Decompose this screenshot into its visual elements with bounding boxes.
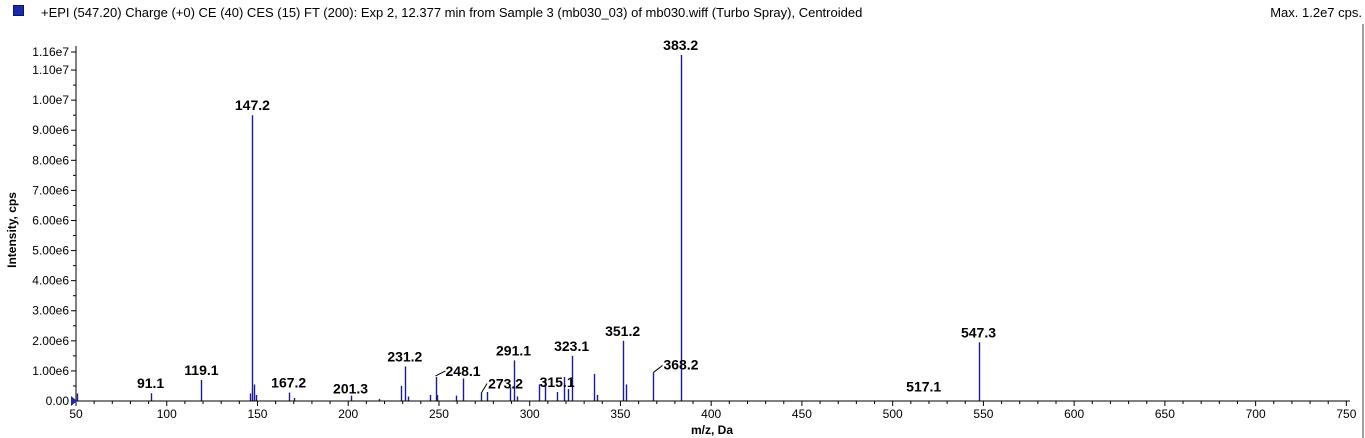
peak-label: 273.2 — [488, 375, 523, 391]
peak-label: 119.1 — [184, 362, 218, 378]
x-tick-label: 550 — [973, 407, 993, 421]
peak-label-leader — [435, 370, 446, 377]
y-tick-label: 1.16e7 — [32, 45, 69, 59]
peak-label: 517.1 — [906, 378, 941, 394]
peak-label: 91.1 — [137, 375, 164, 391]
peak-label: 547.3 — [961, 324, 996, 340]
x-tick-label: 50 — [69, 407, 83, 421]
y-tick-label: 0.00 — [46, 394, 70, 408]
x-tick-label: 450 — [792, 407, 812, 421]
x-tick-label: 750 — [1336, 407, 1356, 421]
x-tick-label: 250 — [429, 407, 449, 421]
y-tick-label: 6.00e6 — [32, 213, 69, 227]
peak-label: 291.1 — [496, 342, 531, 358]
peak-label: 201.3 — [333, 381, 368, 397]
y-tick-label: 1.10e7 — [32, 63, 69, 77]
peak-label: 248.1 — [446, 363, 481, 379]
series-legend-swatch — [13, 5, 24, 16]
peak-label: 231.2 — [387, 348, 422, 364]
y-tick-label: 4.00e6 — [32, 274, 69, 288]
y-tick-label: 9.00e6 — [32, 123, 69, 137]
peak-label: 351.2 — [605, 323, 640, 339]
x-tick-label: 200 — [338, 407, 358, 421]
y-axis-title: Intensity, cps — [5, 192, 19, 268]
peak-label: 368.2 — [663, 356, 698, 372]
plot-frame-edge — [1362, 24, 1364, 438]
x-tick-label: 100 — [157, 407, 177, 421]
chart-header: +EPI (547.20) Charge (+0) CE (40) CES (1… — [0, 0, 1365, 24]
peaks-layer — [76, 55, 981, 401]
y-tick-label: 8.00e6 — [32, 153, 69, 167]
y-tick-label: 5.00e6 — [32, 244, 69, 258]
x-tick-label: 350 — [610, 407, 630, 421]
x-tick-label: 150 — [247, 407, 267, 421]
x-tick-label: 500 — [883, 407, 903, 421]
peak-label: 167.2 — [271, 375, 306, 391]
peak-label: 323.1 — [554, 338, 589, 354]
y-tick-label: 3.00e6 — [32, 304, 69, 318]
baseline-marker — [71, 396, 77, 406]
max-intensity-label: Max. 1.2e7 cps. — [1270, 5, 1362, 20]
x-tick-label: 300 — [520, 407, 540, 421]
axes-layer — [75, 46, 1350, 402]
x-tick-label: 650 — [1155, 407, 1175, 421]
x-tick-label: 700 — [1246, 407, 1266, 421]
chart-title: +EPI (547.20) Charge (+0) CE (40) CES (1… — [41, 5, 863, 20]
y-tick-label: 1.00e7 — [32, 93, 69, 107]
y-axis-ticks: 0.00 1.00e6 2.00e6 3.00e6 4.00e6 5.00e6 6.00e6… — [32, 45, 76, 408]
x-tick-label: 600 — [1064, 407, 1084, 421]
x-tick-label: 400 — [701, 407, 721, 421]
y-tick-label: 7.00e6 — [32, 183, 69, 197]
y-tick-label: 1.00e6 — [32, 364, 69, 378]
peak-label: 315.1 — [540, 374, 575, 390]
x-axis-ticks: 50 100 150 200 250 300 350 400 450 500 550 600 650 70… — [69, 401, 1357, 421]
peak-labels: 91.1 119.1 147.2 167.2 201.3 231.2 248.1 273.2 2… — [137, 37, 996, 397]
x-axis-title: m/z, Da — [691, 423, 733, 437]
peak-label: 147.2 — [235, 97, 270, 113]
y-tick-label: 2.00e6 — [32, 334, 69, 348]
peak-label: 383.2 — [663, 37, 698, 53]
peak-label-leader — [653, 365, 663, 373]
peak-label-leader — [480, 383, 488, 394]
